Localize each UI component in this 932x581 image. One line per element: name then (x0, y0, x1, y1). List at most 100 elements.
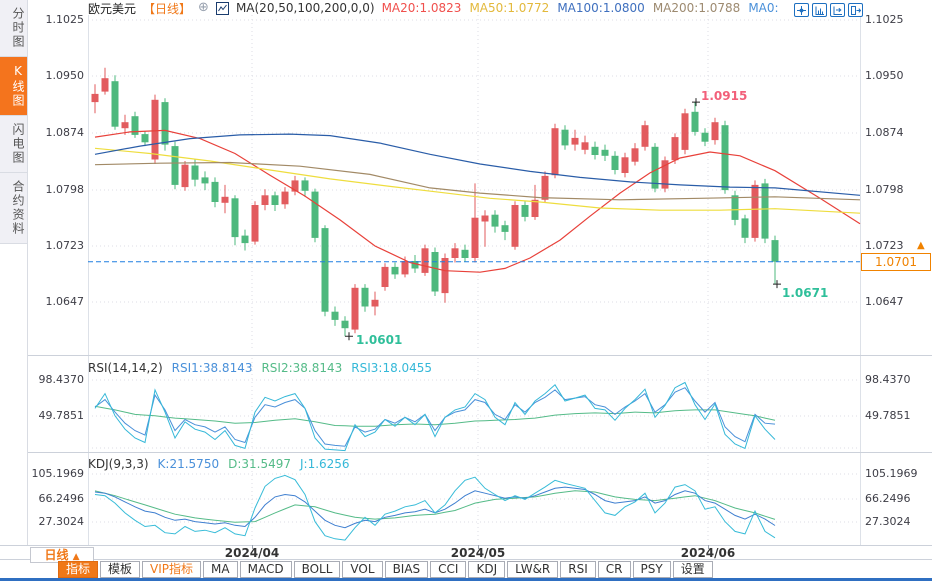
candle[interactable] (571, 129, 579, 151)
candle[interactable] (681, 108, 689, 155)
indicator-tab-PSY[interactable]: PSY (632, 561, 671, 578)
candle[interactable] (501, 220, 509, 241)
candle[interactable] (331, 306, 339, 326)
y-axis-label: 1.0723 (865, 239, 904, 252)
candle[interactable] (121, 114, 129, 135)
candle[interactable] (111, 75, 119, 130)
candle[interactable] (531, 184, 539, 220)
candle[interactable] (151, 94, 159, 164)
candle[interactable] (101, 67, 109, 95)
candle[interactable] (231, 195, 239, 246)
y-axis-label: 98.4370 (865, 373, 911, 386)
indicator-tab-MACD[interactable]: MACD (239, 561, 292, 578)
add-compare-icon[interactable]: ⊕ (198, 0, 209, 15)
candle[interactable] (131, 111, 139, 138)
candle[interactable] (171, 141, 179, 190)
candle[interactable] (431, 247, 439, 297)
candle[interactable] (251, 201, 259, 245)
candle[interactable] (741, 214, 749, 244)
candle[interactable] (611, 151, 619, 175)
candle[interactable] (141, 131, 149, 147)
candle[interactable] (361, 284, 369, 312)
candle[interactable] (321, 225, 329, 317)
candle[interactable] (241, 229, 249, 251)
candle[interactable] (551, 123, 559, 179)
candle[interactable] (91, 84, 99, 114)
candle[interactable] (761, 178, 769, 244)
axis-chart-icon[interactable] (812, 3, 827, 17)
candle[interactable] (631, 143, 639, 166)
indicator-tab-指标[interactable]: 指标 (58, 561, 99, 578)
sidebar-item-shandiantu[interactable]: 闪电图 (0, 116, 27, 173)
candle[interactable] (491, 210, 499, 233)
candle[interactable] (731, 190, 739, 226)
candle[interactable] (471, 183, 479, 263)
exit-chart-icon[interactable] (848, 3, 863, 17)
candle[interactable] (651, 143, 659, 193)
candle[interactable] (481, 210, 489, 247)
candlestick-chart[interactable] (0, 0, 932, 355)
candle[interactable] (711, 117, 719, 145)
candle[interactable] (191, 159, 199, 187)
candle[interactable] (701, 128, 709, 147)
indicator-tab-LW&R[interactable]: LW&R (507, 561, 559, 578)
indicator-tab-BIAS[interactable]: BIAS (384, 561, 429, 578)
candle[interactable] (661, 156, 669, 193)
candle[interactable] (201, 171, 209, 191)
candle[interactable] (211, 177, 219, 208)
candle[interactable] (601, 144, 609, 161)
candle[interactable] (751, 180, 759, 242)
indicator-tab-MA[interactable]: MA (203, 561, 238, 578)
rsi-value: RSI1:38.8143 (171, 361, 253, 375)
y-axis-label: 49.7851 (38, 409, 85, 422)
indicator-tab-CCI[interactable]: CCI (430, 561, 467, 578)
candle[interactable] (581, 135, 589, 155)
indicator-tab-VIP指标[interactable]: VIP指标 (142, 561, 202, 578)
indicator-tab-模板[interactable]: 模板 (100, 561, 141, 578)
candle[interactable] (371, 291, 379, 316)
candle[interactable] (511, 201, 519, 250)
candle[interactable] (451, 243, 459, 263)
candle[interactable] (561, 125, 569, 150)
candle[interactable] (671, 133, 679, 164)
candle[interactable] (641, 120, 649, 151)
indicator-tab-KDJ[interactable]: KDJ (468, 561, 506, 578)
sidebar-item-kxiantu[interactable]: K线图 (0, 57, 27, 116)
candle-body (331, 311, 339, 320)
candle[interactable] (271, 191, 279, 211)
candle-body (261, 195, 269, 205)
candle[interactable] (261, 189, 269, 211)
candle[interactable] (221, 184, 229, 214)
rsi-chart[interactable] (0, 355, 932, 452)
candle[interactable] (311, 188, 319, 243)
candle-body (391, 266, 399, 275)
candle[interactable] (281, 187, 289, 209)
candle[interactable] (691, 102, 699, 136)
candle[interactable] (621, 152, 629, 178)
candle[interactable] (181, 161, 189, 191)
candle[interactable] (591, 141, 599, 160)
candle[interactable] (521, 200, 529, 222)
sidebar-item-fenshitu[interactable]: 分时图 (0, 0, 27, 57)
indicator-tab-CR[interactable]: CR (597, 561, 631, 578)
indicator-tab-BOLL[interactable]: BOLL (293, 561, 341, 578)
candle[interactable] (461, 244, 469, 262)
candle[interactable] (341, 316, 349, 337)
candle[interactable] (301, 177, 309, 197)
candle[interactable] (441, 253, 449, 303)
candle[interactable] (391, 262, 399, 279)
candle[interactable] (381, 263, 389, 291)
candle[interactable] (291, 175, 299, 196)
indicator-tab-VOL[interactable]: VOL (342, 561, 383, 578)
candle[interactable] (351, 284, 359, 334)
candle[interactable] (721, 120, 729, 194)
indicator-tab-设置[interactable]: 设置 (672, 561, 713, 578)
candle[interactable] (771, 235, 779, 285)
sidebar-item-heyueziliao[interactable]: 合约资料 (0, 173, 27, 244)
crosshair-icon[interactable] (794, 3, 809, 17)
kdj-chart[interactable] (0, 452, 932, 545)
indicator-tab-RSI[interactable]: RSI (560, 561, 596, 578)
candle[interactable] (421, 244, 429, 276)
current-price-tag: 1.0701 (861, 253, 931, 271)
axis-chart-arrow-icon[interactable] (830, 3, 845, 17)
